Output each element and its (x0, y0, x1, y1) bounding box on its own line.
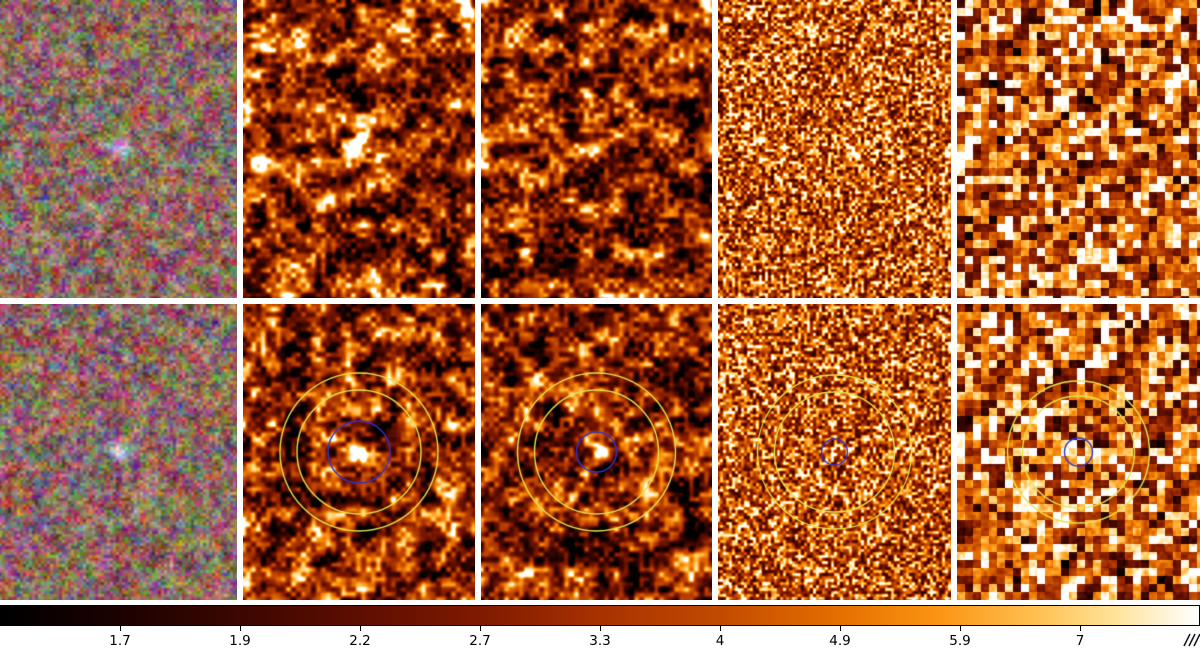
colorbar-tick (600, 626, 601, 631)
colorbar-tick-label: 7 (1075, 633, 1085, 649)
colorbar (0, 605, 1200, 626)
colorbar-tick (720, 626, 721, 631)
colorbar-tick-label: 2.2 (349, 633, 371, 649)
colorbar-tick-label: 5.9 (949, 633, 971, 649)
colorbar-tick-label: 1.7 (109, 633, 131, 649)
colorbar-tick-label: 1.9 (229, 633, 251, 649)
cutout-r2c3-heat (481, 304, 712, 600)
cutout-r2c2-heat (243, 304, 475, 600)
cutout-r2c1-rgb (0, 304, 237, 600)
colorbar-clip-hatch-icon (1183, 633, 1200, 647)
cutout-r2c5-heat (957, 304, 1200, 600)
cutout-r1c1-rgb (0, 0, 237, 298)
colorbar-tick (120, 626, 121, 631)
colorbar-tick-label: 4.9 (829, 633, 851, 649)
colorbar-tick-label: 4 (715, 633, 725, 649)
colorbar-tick (840, 626, 841, 631)
colorbar-tick (360, 626, 361, 631)
cutout-r1c2-heat (243, 0, 475, 298)
cutout-r1c4-heat (718, 0, 951, 298)
cutout-r1c3-heat (481, 0, 712, 298)
cutout-r2c4-heat (718, 304, 951, 600)
colorbar-tick-label: 2.7 (469, 633, 491, 649)
cutout-r1c5-heat (957, 0, 1200, 298)
colorbar-tick (480, 626, 481, 631)
colorbar-tick (960, 626, 961, 631)
colorbar-tick (1080, 626, 1081, 631)
colorbar-tick (240, 626, 241, 631)
colorbar-tick-label: 3.3 (589, 633, 611, 649)
